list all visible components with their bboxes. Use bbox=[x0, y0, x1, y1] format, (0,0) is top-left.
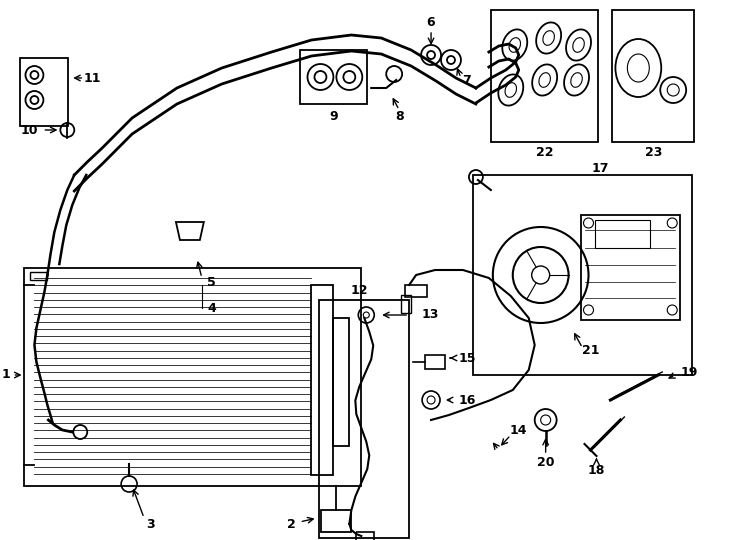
Text: 3: 3 bbox=[146, 517, 154, 530]
Text: 15: 15 bbox=[459, 352, 476, 365]
Text: 10: 10 bbox=[21, 124, 38, 137]
Text: 1: 1 bbox=[1, 368, 10, 381]
Text: 12: 12 bbox=[351, 284, 368, 296]
Text: 19: 19 bbox=[680, 366, 697, 379]
Text: 11: 11 bbox=[84, 71, 101, 84]
Text: 16: 16 bbox=[459, 394, 476, 407]
Bar bbox=[319, 300, 409, 538]
Bar bbox=[595, 220, 650, 248]
Text: 2: 2 bbox=[287, 517, 296, 530]
Text: 23: 23 bbox=[644, 145, 662, 159]
Bar bbox=[321, 510, 352, 532]
Text: 5: 5 bbox=[208, 275, 217, 288]
Text: 9: 9 bbox=[329, 110, 338, 123]
Text: 7: 7 bbox=[462, 73, 471, 86]
Text: 18: 18 bbox=[588, 463, 605, 476]
Bar bbox=[24, 268, 361, 486]
Bar bbox=[333, 318, 349, 446]
Bar bbox=[21, 58, 68, 126]
Bar bbox=[581, 215, 680, 320]
Text: 6: 6 bbox=[426, 16, 435, 29]
Text: 20: 20 bbox=[537, 456, 554, 469]
Text: 4: 4 bbox=[208, 301, 217, 314]
Text: 8: 8 bbox=[395, 110, 404, 123]
Bar bbox=[311, 285, 333, 475]
Text: 22: 22 bbox=[536, 145, 553, 159]
Bar bbox=[356, 532, 374, 540]
Bar bbox=[405, 285, 427, 297]
Text: 21: 21 bbox=[582, 343, 599, 356]
Text: 17: 17 bbox=[592, 161, 609, 174]
Bar bbox=[299, 50, 367, 104]
Text: 14: 14 bbox=[510, 423, 528, 436]
Bar bbox=[491, 10, 598, 142]
Bar bbox=[401, 295, 411, 313]
Text: 13: 13 bbox=[421, 308, 438, 321]
Bar bbox=[425, 355, 445, 369]
Bar bbox=[612, 10, 694, 142]
Bar bbox=[473, 175, 692, 375]
